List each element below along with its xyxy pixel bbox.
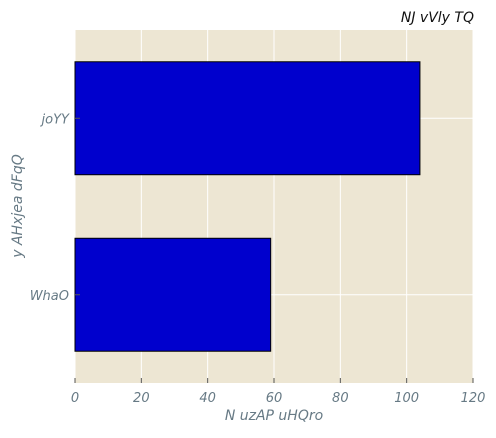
chart-title: NJ vVly TQ: [401, 10, 474, 26]
x-tick-label: 0: [71, 391, 79, 406]
y-ticks: WhaO joYY: [30, 112, 80, 304]
bar-WhaO: [74, 237, 272, 352]
y-axis-label: y AHxjea dFqQ: [10, 154, 26, 259]
x-tick-label: 80: [332, 391, 349, 406]
x-axis-label: N uzAP uHQro: [225, 408, 323, 424]
x-tick-label: 60: [266, 391, 283, 406]
x-tick-label: 100: [394, 391, 419, 406]
x-ticks: 0 20 40 60 80 100 120: [71, 378, 486, 406]
x-tick-label: 20: [133, 391, 150, 406]
x-tick-label: 40: [199, 391, 216, 406]
x-tick-label: 120: [461, 391, 486, 406]
y-tick-label: WhaO: [30, 289, 69, 304]
bar-joYY: [74, 61, 421, 176]
y-tick-label: joYY: [40, 112, 71, 127]
bars: [74, 61, 421, 352]
